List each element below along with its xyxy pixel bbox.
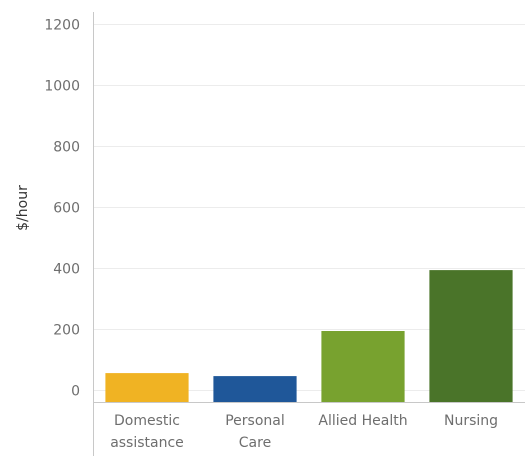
bar[interactable] [321, 331, 405, 402]
y-axis-title: $/hour [15, 185, 31, 231]
x-tick-label-line: Care [239, 435, 271, 451]
bars [105, 270, 513, 402]
y-tick-label: 0 [71, 384, 80, 400]
x-tick-label: Domestic assistance [110, 413, 184, 451]
category-labels: Domestic assistance Personal Care Allied Hea… [110, 413, 498, 451]
y-tick-label: 600 [53, 201, 80, 217]
x-tick-label: Nursing [444, 413, 498, 429]
bar[interactable] [105, 373, 189, 402]
x-tick-label-line: Personal [225, 413, 285, 429]
y-tick-label: 800 [53, 140, 80, 156]
gridlines [94, 24, 525, 391]
y-tick-label: 1000 [44, 79, 80, 95]
x-tick-label: Personal Care [225, 413, 285, 451]
bar[interactable] [429, 270, 513, 402]
y-tick-labels: 0 200 400 600 800 1000 1200 [44, 18, 80, 400]
x-tick-label-line: assistance [110, 435, 184, 451]
x-tick-label: Allied Health [318, 413, 407, 429]
x-tick-label-line: Domestic [114, 413, 180, 429]
y-tick-label: 200 [53, 323, 80, 339]
x-tick-label-line: Nursing [444, 413, 498, 429]
axes [93, 12, 525, 456]
y-tick-label: 1200 [44, 18, 80, 34]
bar[interactable] [213, 376, 297, 402]
y-tick-label: 400 [53, 262, 80, 278]
x-tick-label-line: Allied Health [318, 413, 407, 429]
